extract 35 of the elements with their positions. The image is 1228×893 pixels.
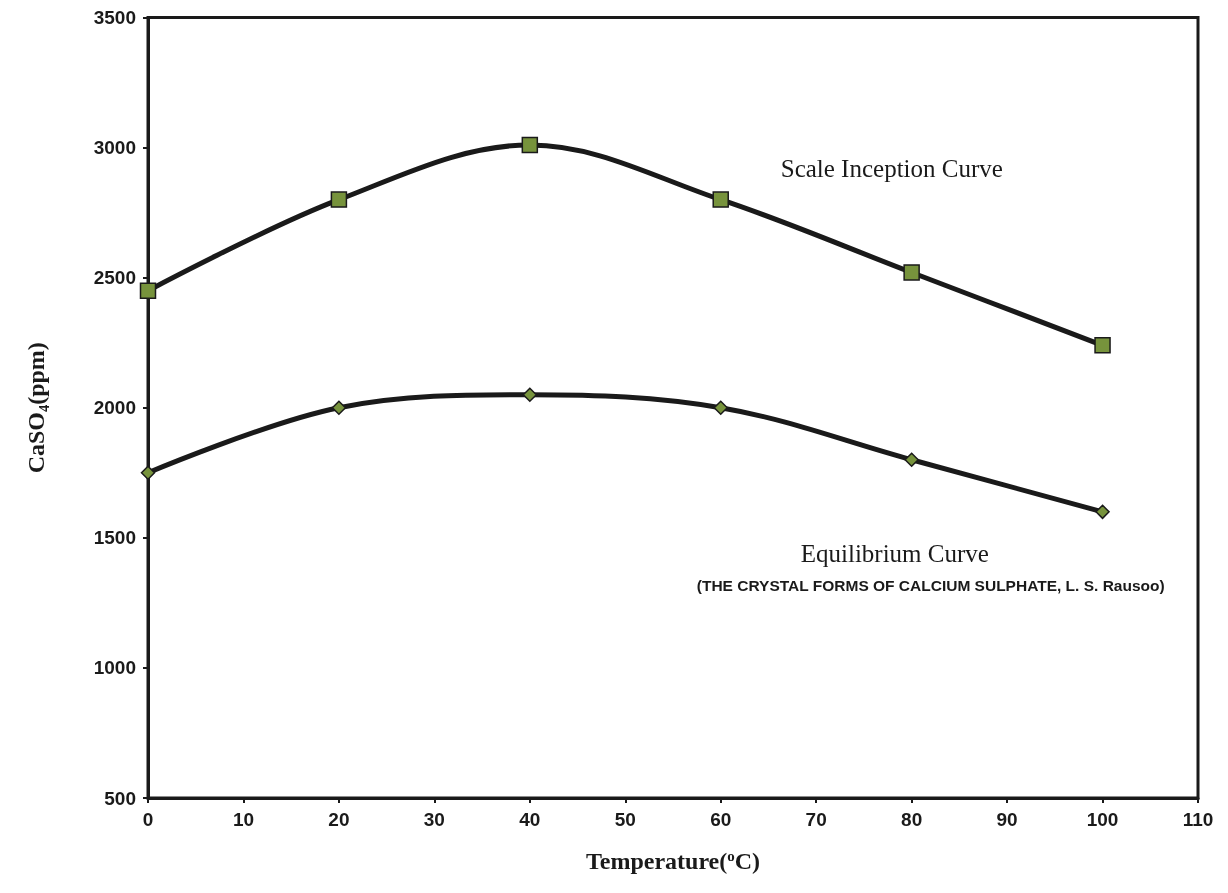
point [904, 452, 919, 468]
x-tick-label: 20 [328, 809, 350, 830]
x-tick-label: 110 [1182, 809, 1214, 830]
point [140, 465, 156, 481]
point [522, 387, 538, 402]
x-tick-label: 30 [423, 809, 445, 830]
y-axis-title: CaSO₄(ppm) [23, 342, 49, 474]
x-tick-label: 70 [805, 809, 827, 830]
x-tick-label: 100 [1086, 809, 1119, 830]
x-tick-label: 0 [142, 809, 154, 830]
point [330, 191, 348, 208]
annotation: Equilibrium Curve [800, 540, 989, 568]
y-tick-label: 500 [104, 787, 136, 809]
annotation: Scale Inception Curve [780, 154, 1003, 182]
y-tick-label: 2500 [93, 267, 136, 289]
y-tick-label: 2000 [93, 397, 136, 419]
point [903, 264, 920, 281]
x-tick-label: 50 [614, 809, 636, 830]
y-tick-label: 3500 [93, 7, 136, 28]
y-tick-label: 3000 [93, 137, 136, 159]
point [331, 400, 347, 415]
point [521, 136, 539, 154]
point [139, 282, 157, 299]
point [1094, 337, 1111, 354]
point [1095, 504, 1110, 520]
point [712, 191, 729, 208]
y-tick-label: 1500 [93, 527, 136, 549]
x-tick-label: 40 [519, 809, 541, 830]
x-tick-label: 80 [901, 809, 923, 830]
x-tick-label: 90 [996, 809, 1018, 830]
point [713, 400, 728, 415]
x-tick-label: 60 [710, 809, 732, 830]
x-tick-label: 10 [232, 809, 255, 830]
annotation: (THE CRYSTAL FORMS OF CALCIUM SULPHATE, L. S. Rausoo) [696, 577, 1165, 595]
y-tick-label: 1000 [93, 657, 136, 679]
